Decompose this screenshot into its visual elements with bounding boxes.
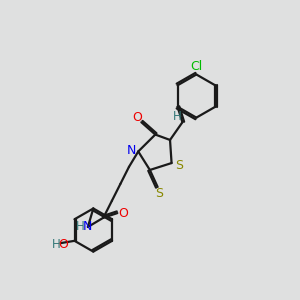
Text: H: H bbox=[76, 220, 85, 233]
Text: N: N bbox=[127, 144, 136, 157]
Text: H: H bbox=[52, 238, 60, 251]
Text: S: S bbox=[175, 159, 183, 172]
Text: S: S bbox=[155, 187, 163, 200]
Text: O: O bbox=[118, 207, 128, 220]
Text: Cl: Cl bbox=[190, 60, 202, 73]
Text: O: O bbox=[133, 111, 142, 124]
Text: N: N bbox=[82, 220, 92, 233]
Text: O: O bbox=[59, 238, 69, 251]
Text: H: H bbox=[172, 110, 182, 123]
